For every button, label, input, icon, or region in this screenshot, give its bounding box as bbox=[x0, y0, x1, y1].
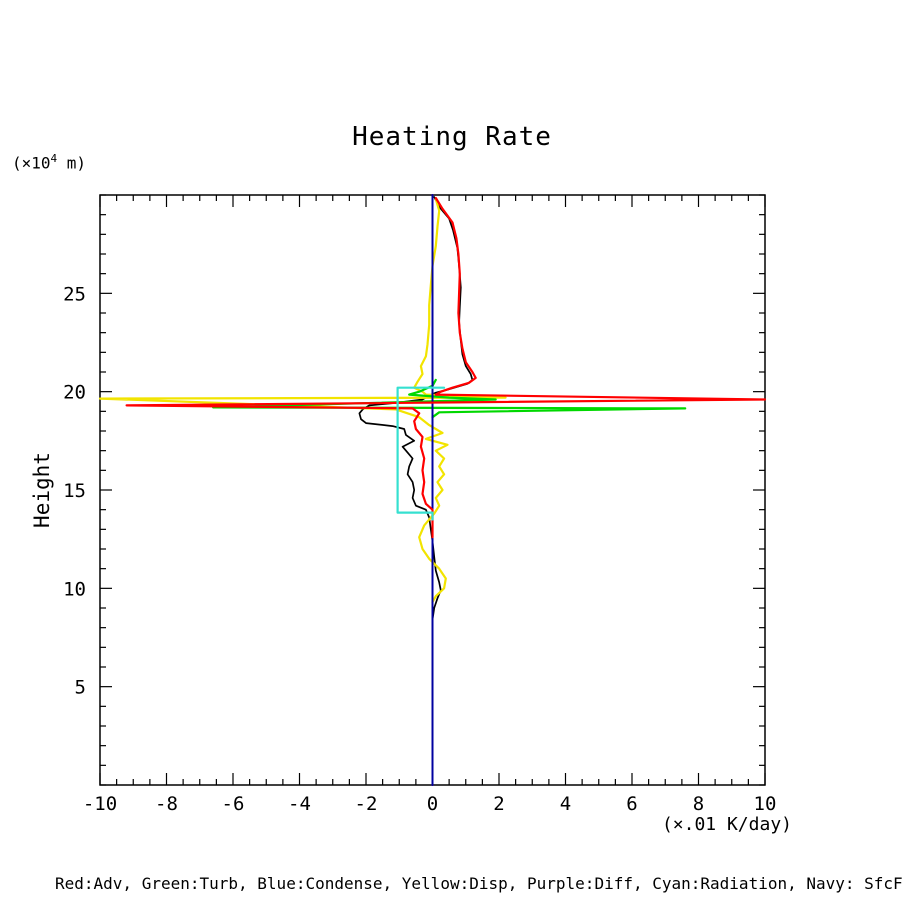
y-tick-label: 20 bbox=[63, 382, 86, 404]
x-tick-label: 6 bbox=[626, 793, 637, 815]
series-radiation-cyan bbox=[396, 386, 446, 521]
y-tick-label: 15 bbox=[63, 480, 86, 502]
x-tick-label: 4 bbox=[560, 793, 571, 815]
y-tick-label: 25 bbox=[63, 283, 86, 305]
y-tick-label: 10 bbox=[63, 578, 86, 600]
y-tick-label: 5 bbox=[75, 677, 86, 699]
x-tick-label: 8 bbox=[693, 793, 704, 815]
x-tick-label: -8 bbox=[155, 793, 178, 815]
series-disp-yellow bbox=[98, 197, 507, 604]
y-axis-unit: (×104 m) bbox=[12, 152, 86, 172]
x-tick-label: -6 bbox=[222, 793, 245, 815]
x-tick-label: 0 bbox=[427, 793, 438, 815]
x-tick-label: 2 bbox=[493, 793, 504, 815]
x-tick-label: -4 bbox=[288, 793, 311, 815]
x-tick-label: -10 bbox=[83, 793, 117, 815]
series-adv-red bbox=[125, 196, 767, 539]
x-tick-label: -2 bbox=[355, 793, 378, 815]
chart-title: Heating Rate bbox=[352, 122, 552, 152]
legend-text: Red:Adv, Green:Turb, Blue:Condense, Yell… bbox=[55, 874, 904, 893]
y-axis-unit-prefix: (×10 bbox=[12, 153, 51, 173]
y-axis-unit-suffix: m) bbox=[57, 153, 87, 173]
y-axis-label: Height bbox=[30, 452, 54, 528]
y-axis-unit-sup: 4 bbox=[50, 152, 58, 165]
x-axis-unit: (×.01 K/day) bbox=[661, 814, 792, 835]
x-tick-label: 10 bbox=[754, 793, 777, 815]
